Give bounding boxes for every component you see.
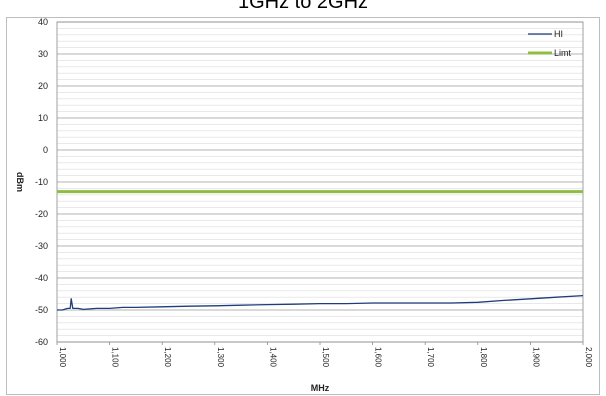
y-axis-title: dBm (15, 172, 25, 192)
x-tick-label: 1,800 (479, 347, 488, 368)
x-tick-label: 2,000 (584, 347, 593, 368)
y-tick-label: -60 (35, 337, 48, 347)
x-tick-label: 1,900 (531, 347, 540, 368)
chart-area (6, 17, 600, 395)
y-tick-label: -40 (35, 273, 48, 283)
x-tick-label: 1,700 (426, 347, 435, 368)
y-tick-label: -20 (35, 209, 48, 219)
chart-title: 1GHz to 2GHz (237, 0, 369, 13)
x-tick-label: 1,200 (163, 347, 172, 368)
y-tick-label: 0 (43, 145, 48, 155)
y-tick-label: -10 (35, 177, 48, 187)
y-tick-label: 20 (38, 81, 48, 91)
y-tick-label: -30 (35, 241, 48, 251)
x-tick-label: 1,300 (216, 347, 225, 368)
legend-label: HI (554, 29, 563, 39)
y-tick-label: 10 (38, 113, 48, 123)
legend-label: Limt (554, 48, 572, 58)
x-axis-title: MHz (311, 383, 330, 393)
y-tick-label: 30 (38, 49, 48, 59)
x-tick-label: 1,100 (111, 347, 120, 368)
y-tick-label: -50 (35, 305, 48, 315)
x-tick-label: 1,600 (374, 347, 383, 368)
series-line-hi (57, 294, 584, 311)
y-tick-label: 40 (38, 17, 48, 27)
x-tick-label: 1,500 (321, 347, 330, 368)
x-tick-label: 1,000 (58, 347, 67, 368)
x-tick-label: 1,400 (268, 347, 277, 368)
